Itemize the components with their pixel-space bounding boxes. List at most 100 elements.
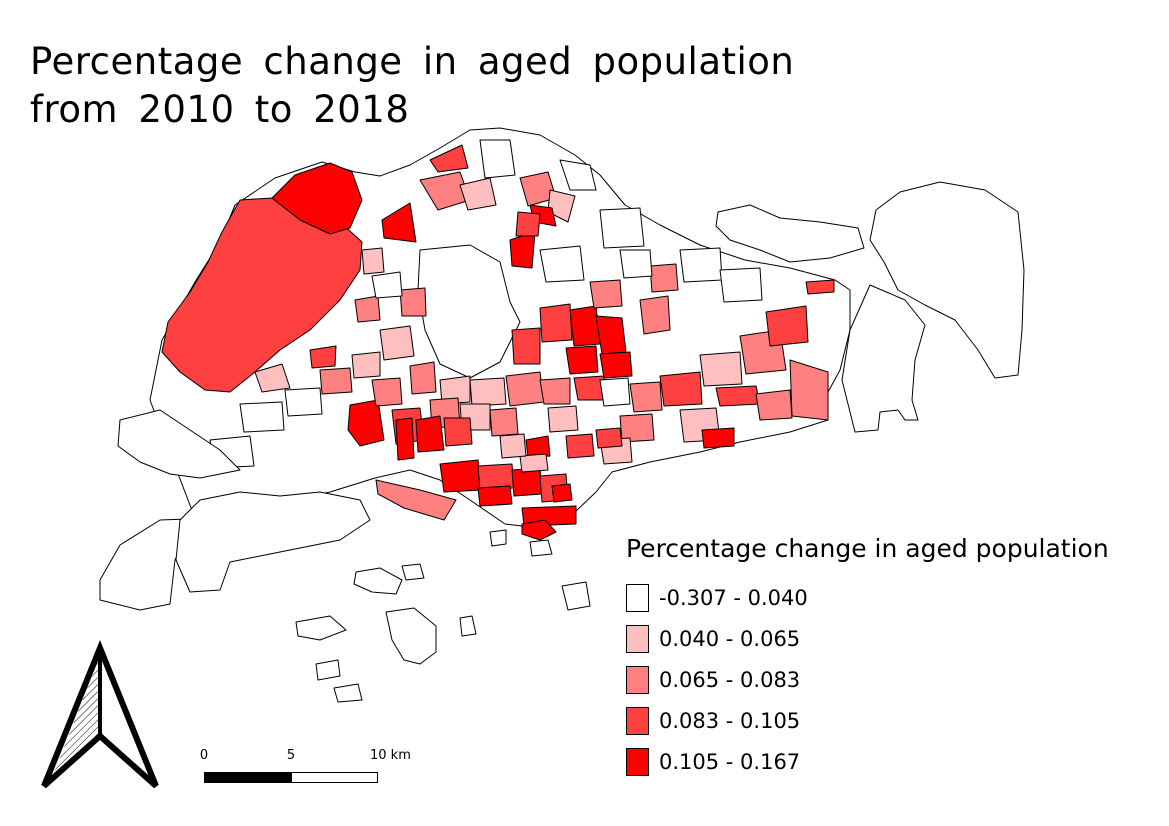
district-west-h — [254, 363, 291, 393]
district-east-a — [639, 295, 671, 335]
district-white-3 — [619, 249, 653, 279]
legend-item: 0.040 - 0.065 — [626, 618, 1109, 659]
scale-bar-black-segment — [204, 772, 291, 783]
district-central-d — [565, 345, 599, 375]
district-jurong-c — [371, 377, 403, 407]
district-south-i — [521, 505, 577, 527]
district-south-k — [565, 433, 595, 459]
district-east-f — [765, 305, 809, 347]
district-white-7 — [599, 377, 631, 407]
district-central-e — [599, 351, 633, 379]
district-central-catchment — [417, 244, 521, 379]
district-south-n — [499, 433, 527, 459]
district-east-g — [789, 359, 829, 421]
district-central-h — [505, 371, 545, 407]
district-east-k — [659, 371, 703, 407]
north-arrow-icon — [41, 640, 159, 789]
southern-island-2 — [401, 563, 425, 581]
district-central-f — [511, 327, 541, 365]
district-central-a — [539, 303, 573, 343]
district-white-5 — [239, 401, 285, 433]
legend-swatch — [626, 665, 649, 694]
legend-item: 0.083 - 0.105 — [626, 700, 1109, 741]
southern-island-3 — [295, 615, 347, 641]
district-west-e — [399, 287, 427, 317]
district-west-b — [354, 295, 381, 323]
map-title-line-2: from 2010 to 2018 — [30, 88, 410, 131]
district-north-h — [515, 211, 541, 237]
district-south-g — [511, 467, 543, 497]
changi-reclamation — [841, 284, 926, 433]
scale-bar-white-segment — [291, 772, 378, 783]
western-reclaimed-land — [117, 409, 241, 479]
district-south-c — [443, 417, 473, 447]
district-south-o — [551, 483, 573, 503]
district-east-o — [595, 427, 623, 449]
scale-bar: 0 5 10 km — [190, 748, 430, 798]
legend-item: 0.065 - 0.083 — [626, 659, 1109, 700]
pulau-ubin-island — [715, 204, 865, 263]
legend-label: 0.105 - 0.167 — [659, 749, 801, 774]
district-east-r — [719, 267, 763, 303]
district-central-j — [539, 377, 571, 405]
district-west-j — [409, 361, 437, 395]
district-central-k — [547, 405, 579, 433]
southern-island-1 — [353, 567, 403, 595]
district-south-m — [375, 479, 457, 521]
legend-swatch — [626, 706, 649, 735]
map-title: Percentage change in aged population fro… — [30, 38, 794, 134]
district-north-c — [459, 177, 497, 211]
southern-island-8 — [561, 581, 591, 611]
district-south-a — [395, 417, 415, 461]
district-sungei-kadut — [271, 162, 363, 235]
district-west-f — [371, 271, 403, 299]
legend-title: Percentage change in aged population — [626, 534, 1109, 563]
district-east-j — [701, 427, 735, 449]
district-south-b — [415, 415, 445, 453]
district-east-b — [649, 263, 679, 293]
district-west-d — [379, 325, 415, 361]
scale-label-0: 0 — [199, 748, 209, 763]
southern-island-4 — [385, 607, 437, 665]
legend-label: 0.083 - 0.105 — [659, 708, 801, 733]
legend-label: -0.307 - 0.040 — [659, 585, 808, 610]
district-west-a — [361, 247, 385, 275]
district-woodlands — [381, 202, 417, 243]
southern-island-6 — [333, 683, 363, 703]
pulau-tekong-island — [869, 181, 1025, 379]
legend-item: -0.307 - 0.040 — [626, 577, 1109, 618]
district-north-i — [479, 139, 516, 179]
district-south-l — [519, 453, 549, 473]
legend-item: 0.105 - 0.167 — [626, 741, 1109, 782]
district-east-d — [715, 385, 761, 407]
district-west-g — [319, 367, 353, 395]
map-title-line-1: Percentage change in aged population — [30, 40, 795, 83]
district-east-p — [805, 279, 835, 295]
legend-label: 0.040 - 0.065 — [659, 626, 801, 651]
district-sentosa — [521, 519, 557, 541]
district-south-f — [477, 485, 513, 507]
legend-swatch — [626, 583, 649, 612]
district-east-l — [629, 381, 663, 413]
map-legend: Percentage change in aged population -0.… — [626, 534, 1109, 782]
district-white-1 — [539, 245, 585, 283]
district-south-d — [439, 459, 483, 493]
district-south-j — [525, 435, 551, 459]
district-white-2 — [599, 207, 645, 249]
southern-island-5 — [315, 659, 341, 681]
scale-label-5: 5 — [286, 748, 296, 763]
district-east-h — [755, 389, 793, 421]
district-central-i — [469, 377, 507, 407]
district-east-q — [679, 247, 723, 283]
southern-island-7 — [459, 615, 477, 637]
district-west-i — [351, 351, 381, 379]
scale-label-10km: 10 km — [370, 748, 411, 763]
legend-swatch — [626, 624, 649, 653]
southern-island-9 — [529, 539, 553, 557]
district-white-4 — [284, 387, 323, 417]
legend-swatch — [626, 747, 649, 776]
district-central-o — [489, 407, 519, 437]
district-central-b — [569, 305, 601, 347]
district-east-m — [619, 413, 655, 443]
